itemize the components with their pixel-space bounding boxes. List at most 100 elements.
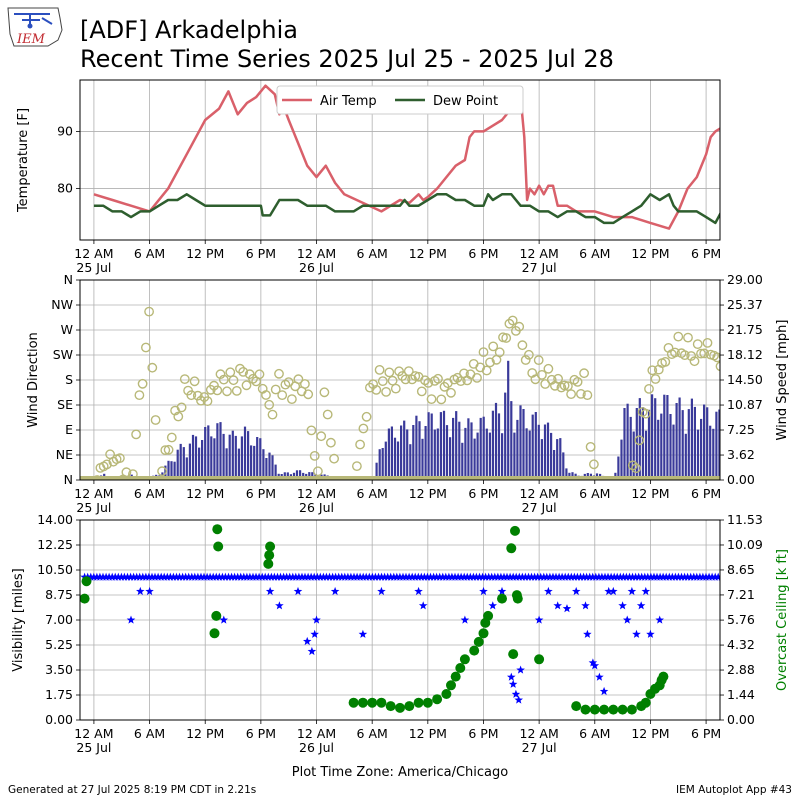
ceiling-point xyxy=(264,550,275,561)
visibility-point xyxy=(757,573,766,581)
vis-ytick-label: 0.00 xyxy=(45,712,73,727)
wind-direction-axis-label: Wind Direction xyxy=(26,332,41,428)
wind-speed-bar xyxy=(250,445,253,480)
wind-direction-point xyxy=(689,356,700,367)
wind-direction-point xyxy=(238,366,249,377)
wind-speed-bar xyxy=(767,431,769,480)
wind-speed-bar xyxy=(504,392,507,480)
visibility-point xyxy=(479,586,488,596)
wind-speed-bar xyxy=(758,426,760,480)
wind-speed-bar xyxy=(268,452,271,480)
visibility-point xyxy=(632,629,641,638)
visibility-point xyxy=(588,658,598,667)
ceiling-point xyxy=(211,610,222,621)
legend-air-temp-label: Air Temp xyxy=(320,94,377,109)
vis-xtick-date: 25 Jul xyxy=(76,740,111,755)
wind-direction-point xyxy=(150,415,161,425)
wind-speed-bar xyxy=(693,406,696,480)
wind-direction-point xyxy=(765,369,773,377)
visibility-point xyxy=(488,601,497,610)
temp-xtick-label: 6 PM xyxy=(691,246,721,261)
wind-speed-bar xyxy=(672,424,675,480)
visibility-point xyxy=(595,672,604,681)
wind-speed-bar xyxy=(687,409,690,480)
wind-speed-bar xyxy=(543,424,547,480)
wind-direction-point xyxy=(640,408,651,419)
wind-speed-bar xyxy=(522,409,525,480)
visibility-point xyxy=(330,586,340,596)
wind-direction-point xyxy=(144,306,155,317)
wind-direction-point xyxy=(215,369,226,380)
dew-point-line xyxy=(93,193,720,225)
wind-speed-bar xyxy=(617,456,620,480)
ceiling-point xyxy=(617,704,628,715)
wind-direction-point xyxy=(501,333,512,343)
wind-direction-point xyxy=(494,347,505,358)
ceiling-point xyxy=(608,704,619,715)
wind-direction-point xyxy=(228,375,239,386)
title-line-2: Recent Time Series 2025 Jul 25 - 2025 Ju… xyxy=(80,45,614,73)
wind-speed-bar xyxy=(537,424,540,480)
wind-speed-bar xyxy=(234,435,237,480)
wind-direction-point xyxy=(627,460,638,471)
wind-speed-bar xyxy=(464,427,467,480)
wind-direction-point xyxy=(715,361,720,372)
wind-speed-bar xyxy=(690,398,693,480)
wind-speed-bar xyxy=(491,410,494,480)
wind-direction-point xyxy=(277,390,288,400)
wind-direction-point xyxy=(670,347,680,358)
vis-ytick-label: 12.25 xyxy=(37,537,73,552)
wind-speed-bar xyxy=(770,428,772,480)
wind-speed-bar xyxy=(485,428,488,480)
wind-direction-point xyxy=(416,386,427,397)
wind-direction-point xyxy=(127,469,138,479)
wind-speed-bar xyxy=(761,437,763,480)
wind-speed-bar xyxy=(510,401,513,480)
wind-speed-bar xyxy=(253,445,256,480)
vis-xtick-label: 6 PM xyxy=(246,726,276,741)
wind-direction-point xyxy=(368,379,378,390)
ceiling-point xyxy=(213,541,224,552)
vis-xtick-label: 12 AM xyxy=(520,726,559,741)
wind-xtick-label: 12 PM xyxy=(409,486,447,501)
visibility-point xyxy=(623,615,632,624)
wind-speed-bar xyxy=(696,429,700,480)
wind-speed-bar xyxy=(755,427,757,480)
wind-speed-bar xyxy=(381,448,384,480)
ceiling-point xyxy=(571,701,582,712)
visibility-point xyxy=(583,629,592,638)
wind-speed-bar xyxy=(684,433,687,480)
wind-direction-point xyxy=(377,376,388,386)
wind-direction-point xyxy=(634,435,645,446)
visibility-point xyxy=(636,601,646,610)
ceiling-point xyxy=(469,645,480,656)
wind-speed-bar xyxy=(415,415,418,480)
wind-direction-point xyxy=(446,387,456,398)
wind-speed-ytick-label: 10.87 xyxy=(727,397,763,412)
wind-speed-ytick-label: 3.62 xyxy=(727,447,755,462)
wind-direction-point xyxy=(235,363,245,374)
vis-xtick-label: 6 AM xyxy=(134,726,165,741)
ceiling-ytick-label: 10.09 xyxy=(727,537,763,552)
wind-direction-point xyxy=(585,441,596,452)
wind-speed-bar xyxy=(452,417,455,480)
wind-direction-point xyxy=(452,372,463,383)
wind-speed-ytick-label: 18.12 xyxy=(727,347,763,362)
ceiling-ytick-label: 2.88 xyxy=(727,662,755,677)
wind-direction-point xyxy=(530,374,541,385)
ceiling-ytick-label: 1.44 xyxy=(727,687,755,702)
vis-ytick-label: 10.50 xyxy=(37,562,73,577)
wind-speed-bar xyxy=(445,425,449,480)
ceiling-point xyxy=(209,628,220,639)
wind-speed-bar xyxy=(620,439,623,480)
wind-speed-bar xyxy=(198,447,201,480)
temp-xtick-label: 12 AM xyxy=(520,246,559,261)
wind-direction-point xyxy=(436,394,447,405)
ceiling-ytick-label: 11.53 xyxy=(727,512,763,527)
wind-direction-point xyxy=(762,371,770,379)
wind-direction-point xyxy=(504,318,515,329)
wind-direction-point xyxy=(147,362,158,373)
wind-speed-bar xyxy=(467,418,470,480)
visibility-point xyxy=(572,586,581,596)
